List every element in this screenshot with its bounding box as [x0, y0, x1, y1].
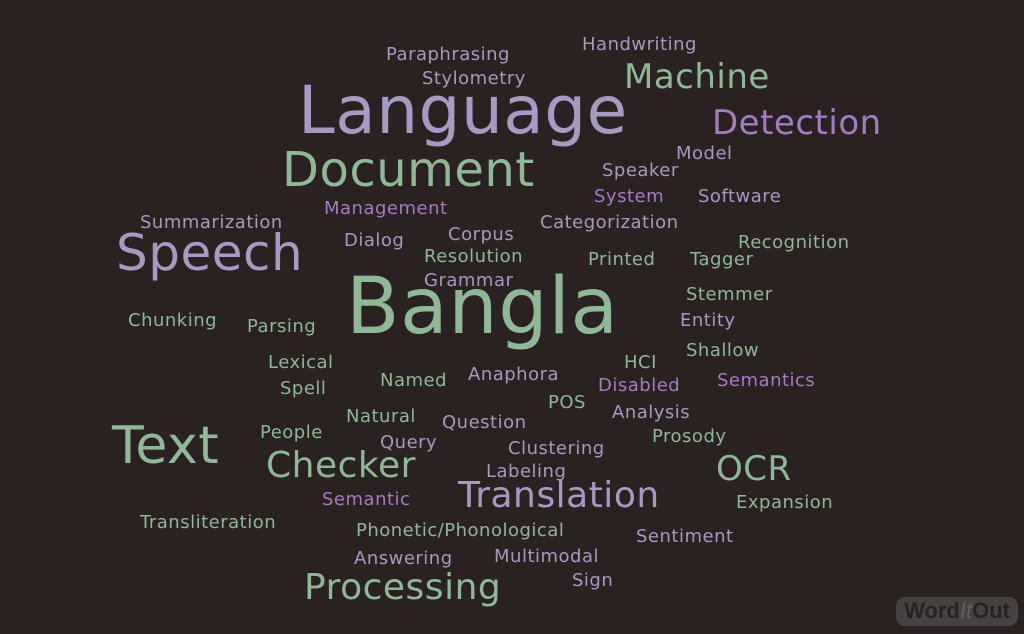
- word-query: Query: [380, 432, 438, 453]
- word-expansion: Expansion: [736, 492, 834, 513]
- word-analysis: Analysis: [612, 402, 691, 423]
- word-paraphrasing: Paraphrasing: [386, 44, 510, 65]
- word-machine: Machine: [624, 57, 770, 97]
- word-transliteration: Transliteration: [140, 512, 277, 533]
- word-software: Software: [698, 186, 782, 207]
- word-chunking: Chunking: [128, 310, 218, 331]
- word-checker: Checker: [266, 445, 416, 486]
- word-tagger: Tagger: [690, 249, 754, 270]
- word-natural: Natural: [346, 406, 416, 427]
- word-bangla: Bangla: [346, 262, 619, 352]
- word-answering: Answering: [354, 548, 453, 569]
- word-speaker: Speaker: [602, 160, 679, 181]
- word-stylometry: Stylometry: [422, 68, 526, 89]
- word-language: Language: [298, 72, 628, 149]
- word-stemmer: Stemmer: [686, 284, 773, 305]
- word-grammar: Grammar: [424, 270, 514, 291]
- word-corpus: Corpus: [448, 224, 515, 245]
- word-phonetic-phonological: Phonetic/Phonological: [356, 520, 565, 541]
- word-hci: HCI: [624, 352, 657, 373]
- word-model: Model: [676, 143, 733, 164]
- word-pos: POS: [548, 392, 586, 413]
- word-recognition: Recognition: [738, 232, 850, 253]
- word-management: Management: [324, 198, 448, 219]
- word-question: Question: [442, 412, 527, 433]
- word-anaphora: Anaphora: [468, 364, 560, 385]
- logo-out: Out: [972, 598, 1010, 623]
- word-resolution: Resolution: [424, 246, 524, 267]
- word-spell: Spell: [280, 378, 327, 399]
- word-printed: Printed: [588, 249, 656, 270]
- word-semantic: Semantic: [322, 489, 411, 510]
- word-dialog: Dialog: [344, 230, 405, 251]
- word-text: Text: [112, 416, 220, 476]
- word-document: Document: [282, 142, 535, 198]
- word-processing: Processing: [304, 567, 502, 608]
- word-sign: Sign: [572, 570, 614, 591]
- word-system: System: [594, 186, 665, 207]
- word-prosody: Prosody: [652, 426, 727, 447]
- word-people: People: [260, 422, 323, 443]
- word-disabled: Disabled: [598, 375, 681, 396]
- word-semantics: Semantics: [717, 370, 816, 391]
- word-detection: Detection: [712, 103, 882, 143]
- word-sentiment: Sentiment: [636, 526, 734, 547]
- wordle-logo: WordItOut: [896, 597, 1018, 626]
- word-shallow: Shallow: [686, 340, 760, 361]
- word-summarization: Summarization: [140, 212, 283, 233]
- word-parsing: Parsing: [247, 316, 317, 337]
- word-entity: Entity: [680, 310, 736, 331]
- word-translation: Translation: [458, 475, 660, 516]
- word-lexical: Lexical: [268, 352, 334, 373]
- word-clustering: Clustering: [508, 438, 605, 459]
- logo-it: It: [959, 598, 973, 623]
- logo-word: Word: [904, 598, 960, 623]
- word-labeling: Labeling: [486, 461, 567, 482]
- word-multimodal: Multimodal: [494, 546, 600, 567]
- word-ocr: OCR: [716, 449, 792, 489]
- word-speech: Speech: [116, 224, 304, 282]
- word-handwriting: Handwriting: [582, 34, 697, 55]
- word-categorization: Categorization: [540, 212, 679, 233]
- word-named: Named: [380, 370, 448, 391]
